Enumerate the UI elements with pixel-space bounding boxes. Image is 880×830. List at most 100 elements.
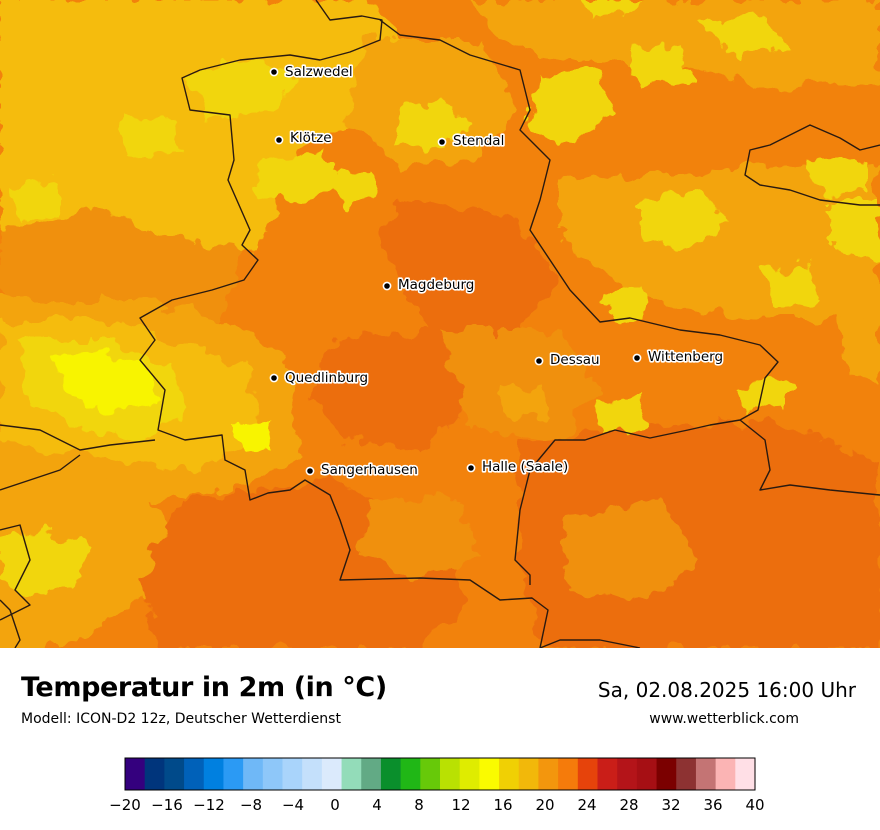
color-scale-tick-label: 28 <box>619 796 638 814</box>
color-scale-tick-label: −8 <box>240 796 262 814</box>
color-scale-swatch <box>144 758 165 790</box>
color-scale-swatch <box>695 758 717 790</box>
color-scale-tick-label: −12 <box>193 796 225 814</box>
temperature-color-scale: −20 −16 −12 −8 −4 0 4 8 12 16 20 24 28 32 36 40 <box>109 757 765 814</box>
color-scale-swatch <box>715 758 736 790</box>
field-east-yellow-4 <box>810 158 870 195</box>
color-scale-swatch <box>459 758 480 790</box>
field-north-yellow-4 <box>120 118 180 158</box>
city-label: Quedlinburg <box>285 370 368 386</box>
color-scale-swatch <box>302 758 323 790</box>
border-southwest-corner <box>0 599 21 648</box>
color-scale-tick-label: 40 <box>745 796 764 814</box>
color-scale-tick-label: 12 <box>451 796 470 814</box>
color-scale-tick-label: 36 <box>703 796 722 814</box>
field-center-amber <box>440 330 600 440</box>
city-label: Stendal <box>453 133 504 149</box>
city-dessau: Dessau <box>534 350 601 370</box>
color-scale-swatch <box>282 758 303 790</box>
field-west-bottom-yellow <box>0 530 90 595</box>
field-northeast-yellow-2 <box>630 45 690 88</box>
color-scale-swatch <box>636 758 658 790</box>
city-label: Klötze <box>290 130 332 146</box>
city-label: Salzwedel <box>285 64 353 80</box>
border-east-edge <box>744 124 880 206</box>
color-scale-swatch <box>203 758 225 790</box>
color-scale-swatch <box>223 758 244 790</box>
field-north-yellow-6 <box>10 180 60 222</box>
color-scale-swatch <box>577 758 599 790</box>
color-scale-swatch <box>341 758 362 790</box>
city-wittenberg: Wittenberg <box>632 347 725 367</box>
color-scale-tick-label: 0 <box>330 796 340 814</box>
city-magdeburg: Magdeburg <box>382 275 476 295</box>
field-south-center-warm <box>360 495 480 580</box>
city-label: Sangerhausen <box>321 462 418 478</box>
city-halle: Halle (Saale) <box>466 457 570 477</box>
field-harz-bright <box>50 352 160 410</box>
field-east-yellow-6 <box>740 380 790 412</box>
color-scale-swatch <box>243 758 264 790</box>
border-south-edge <box>539 639 641 648</box>
field-southwest-amber <box>0 480 190 648</box>
color-scale-tick-label: 8 <box>414 796 424 814</box>
city-quedlinburg: Quedlinburg <box>269 368 370 388</box>
color-scale-tick-label: −20 <box>109 796 141 814</box>
field-southeast-warm <box>560 500 700 600</box>
color-scale-swatch <box>361 758 382 790</box>
city-label: Wittenberg <box>648 349 723 365</box>
color-scale-swatch <box>164 758 185 790</box>
color-scale-tick-label: 20 <box>535 796 554 814</box>
color-scale-swatch <box>479 758 500 790</box>
border-north-east <box>379 19 779 585</box>
city-label: Dessau <box>550 352 600 368</box>
color-scale-tick-label: 32 <box>661 796 680 814</box>
field-north-yellow-3 <box>335 170 375 205</box>
border-west-edge <box>0 424 156 621</box>
color-scale-swatch <box>125 758 146 790</box>
color-scale-tick-label: 16 <box>493 796 512 814</box>
state-borders <box>0 0 880 648</box>
color-scale-swatch <box>262 758 284 790</box>
color-scale-swatch <box>440 758 461 790</box>
field-east-yellow-5 <box>605 285 645 320</box>
field-north-yellow-2 <box>260 150 340 205</box>
color-scale-tick-labels: −20 −16 −12 −8 −4 0 4 8 12 16 20 24 28 32 36 40 <box>109 796 764 814</box>
field-dessau-yellow <box>595 398 648 435</box>
field-east-yellow-1 <box>640 190 730 250</box>
color-scale-swatch <box>676 758 697 790</box>
color-scale-swatch <box>518 758 540 790</box>
color-scale-swatch <box>538 758 559 790</box>
map-footer <box>0 648 880 830</box>
model-source-text: Modell: ICON-D2 12z, Deutscher Wetterdie… <box>21 711 341 727</box>
color-scale-swatch <box>617 758 638 790</box>
field-northeast-amber <box>470 0 880 90</box>
color-scale-swatch <box>499 758 520 790</box>
temperature-fields <box>0 0 880 648</box>
map-title: Temperatur in 2m (in °C) <box>21 672 387 703</box>
temperature-map: Salzwedel Klötze Stendal Magdeburg Dessa… <box>0 0 880 648</box>
color-scale-tick-label: 4 <box>372 796 382 814</box>
color-scale-swatch <box>380 758 402 790</box>
color-scale-tick-label: 24 <box>577 796 596 814</box>
color-scale-swatch <box>656 758 677 790</box>
border-southeast-edge <box>739 419 880 496</box>
field-northeast-yellow-4 <box>700 15 790 60</box>
website-link[interactable]: www.wetterblick.com <box>649 711 799 727</box>
color-scale-frame <box>124 757 756 791</box>
field-east-amber-2 <box>840 315 880 380</box>
field-east-yellow-2 <box>830 200 880 260</box>
border-north-west <box>139 0 549 648</box>
field-center-yellow <box>500 385 550 420</box>
field-north-yellow-5 <box>395 100 470 150</box>
color-scale-swatch <box>735 758 756 790</box>
color-scale-swatch <box>558 758 579 790</box>
color-scale-swatch <box>184 758 205 790</box>
color-scale-swatch <box>420 758 441 790</box>
city-sangerhausen: Sangerhausen <box>305 460 419 480</box>
city-stendal: Stendal <box>437 131 506 151</box>
city-label: Magdeburg <box>398 277 474 293</box>
field-center-south-dark <box>310 330 470 450</box>
city-kloetze: Klötze <box>274 128 333 148</box>
color-scale-swatch <box>400 758 421 790</box>
